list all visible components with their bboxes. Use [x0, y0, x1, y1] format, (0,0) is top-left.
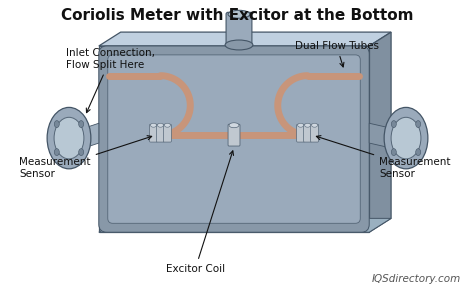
- Text: Measurement
Sensor: Measurement Sensor: [316, 136, 451, 179]
- Polygon shape: [84, 123, 99, 148]
- Ellipse shape: [384, 107, 428, 169]
- FancyBboxPatch shape: [310, 124, 319, 142]
- Ellipse shape: [392, 120, 396, 128]
- Text: Measurement
Sensor: Measurement Sensor: [19, 136, 152, 179]
- Ellipse shape: [157, 123, 164, 127]
- Ellipse shape: [47, 107, 91, 169]
- Ellipse shape: [55, 149, 59, 155]
- FancyBboxPatch shape: [108, 55, 360, 223]
- FancyBboxPatch shape: [304, 124, 311, 142]
- FancyBboxPatch shape: [99, 46, 369, 232]
- Ellipse shape: [305, 123, 310, 127]
- Polygon shape: [99, 32, 391, 46]
- Text: Inlet Connection,
Flow Split Here: Inlet Connection, Flow Split Here: [66, 48, 155, 113]
- FancyBboxPatch shape: [164, 124, 172, 142]
- FancyBboxPatch shape: [228, 124, 240, 146]
- Polygon shape: [369, 123, 391, 148]
- Polygon shape: [99, 46, 369, 232]
- Text: Coriolis Meter with Excitor at the Bottom: Coriolis Meter with Excitor at the Botto…: [61, 8, 413, 23]
- FancyBboxPatch shape: [226, 12, 252, 47]
- Ellipse shape: [54, 117, 84, 159]
- Ellipse shape: [151, 123, 156, 127]
- Ellipse shape: [311, 123, 318, 127]
- Ellipse shape: [79, 120, 83, 128]
- Polygon shape: [99, 218, 391, 232]
- Text: Dual Flow Tubes: Dual Flow Tubes: [295, 41, 379, 67]
- Ellipse shape: [228, 10, 250, 18]
- FancyBboxPatch shape: [156, 124, 164, 142]
- Ellipse shape: [392, 149, 396, 155]
- Ellipse shape: [416, 149, 420, 155]
- Ellipse shape: [391, 117, 421, 159]
- FancyBboxPatch shape: [297, 124, 305, 142]
- Ellipse shape: [416, 120, 420, 128]
- FancyBboxPatch shape: [149, 124, 157, 142]
- Ellipse shape: [55, 120, 59, 128]
- Ellipse shape: [164, 123, 170, 127]
- Ellipse shape: [229, 123, 239, 128]
- Polygon shape: [369, 32, 391, 232]
- Ellipse shape: [79, 149, 83, 155]
- Text: Excitor Coil: Excitor Coil: [166, 151, 234, 274]
- Text: IQSdirectory.com: IQSdirectory.com: [372, 274, 461, 284]
- Ellipse shape: [298, 123, 304, 127]
- Ellipse shape: [225, 40, 253, 50]
